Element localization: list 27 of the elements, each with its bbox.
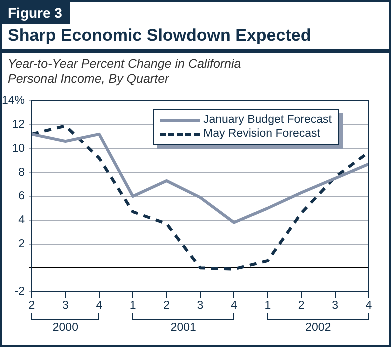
x-tick-label: 4	[96, 300, 104, 312]
y-tick-label: 6	[18, 190, 25, 203]
x-tick-label: 4	[366, 300, 373, 312]
y-tick-label: 14%	[2, 95, 25, 108]
y-tick-label: -2	[14, 286, 25, 298]
x-tick-label: 4	[230, 300, 238, 312]
x-tick-label: 3	[332, 300, 339, 312]
x-tick-label: 3	[62, 300, 69, 312]
x-tick-label: 2	[28, 300, 36, 312]
x-tick-label: 2	[298, 300, 305, 312]
y-tick-label: 8	[18, 166, 25, 179]
legend-label: January Budget Forecast	[204, 114, 332, 126]
text: 2002	[306, 322, 332, 334]
y-tick-label: 12	[12, 119, 25, 132]
text: 2001	[170, 322, 196, 334]
chart-title: Sharp Economic Slowdown Expected	[8, 26, 312, 46]
x-tick-label: 2	[164, 300, 170, 312]
legend-label: May Revision Forecast	[204, 128, 320, 140]
x-tick-label: 1	[130, 300, 136, 312]
y-tick-label: 4	[18, 214, 26, 227]
x-tick-label: 3	[197, 300, 204, 312]
y-tick-label: 2	[18, 238, 25, 250]
chart-subtitle: Year-to-Year Percent Change in California Personal Income, By Quarter	[8, 57, 242, 87]
x-tick-label: 1	[264, 300, 272, 312]
caption: Figure 3	[2, 2, 70, 24]
text: 2000	[52, 322, 78, 334]
y-tick-label: 10	[12, 142, 25, 155]
